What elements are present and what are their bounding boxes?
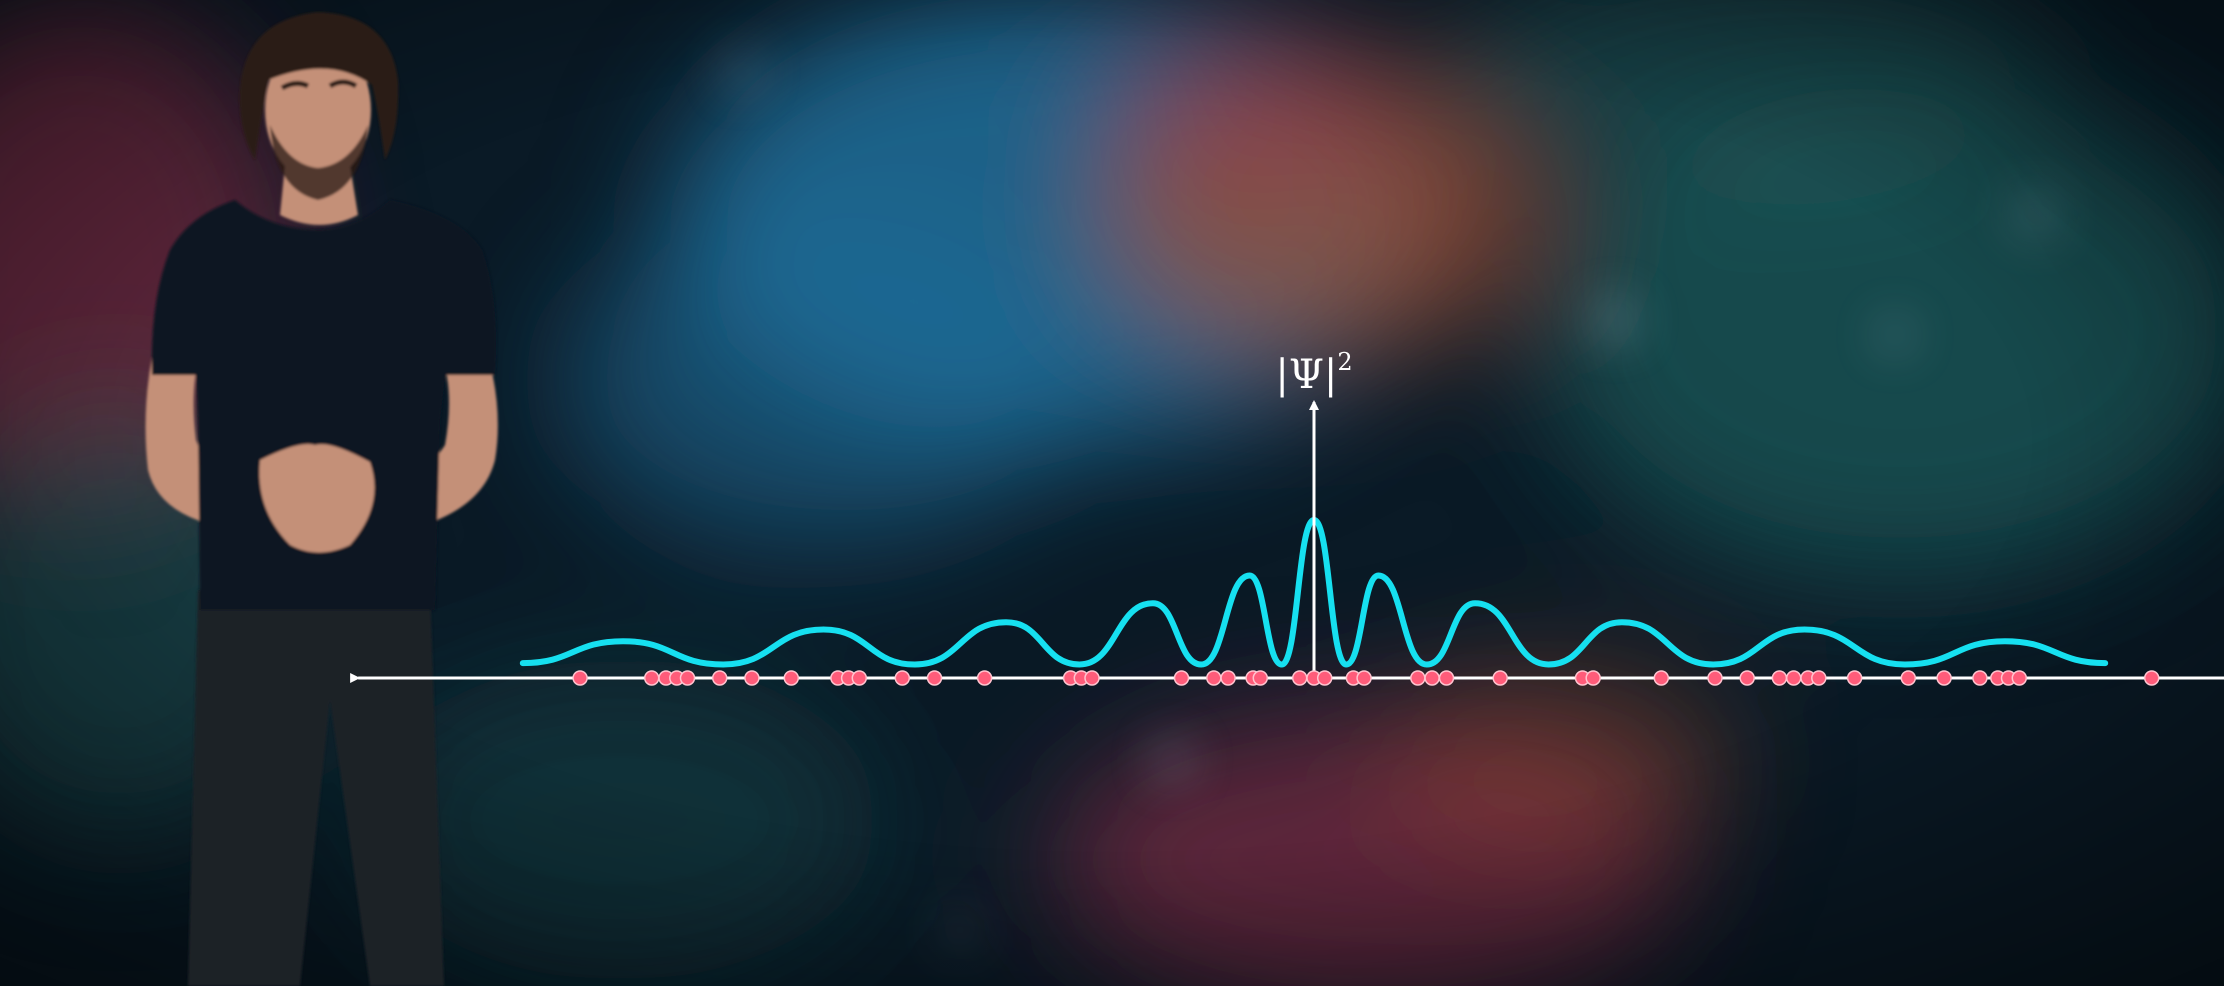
particle-hit xyxy=(1972,670,1988,686)
particle-hit xyxy=(1585,670,1601,686)
y-axis-label-base: |Ψ| xyxy=(1275,352,1337,398)
particle-hit xyxy=(926,670,943,686)
particle-hit xyxy=(1410,670,1426,686)
presenter-face xyxy=(265,38,371,182)
presenter-jeans xyxy=(188,590,444,986)
particle-hit xyxy=(1252,670,1269,686)
y-axis-label: |Ψ|2 xyxy=(1275,348,1352,398)
presenter xyxy=(145,12,498,986)
particle-hit xyxy=(1424,670,1440,686)
particle-hit xyxy=(572,670,588,686)
particle-hit xyxy=(744,670,760,686)
presenter-shirt xyxy=(151,200,497,610)
particle-hit xyxy=(783,670,800,686)
particle-hit xyxy=(1492,670,1508,686)
particle-hit xyxy=(1316,670,1333,686)
particle-hit xyxy=(679,670,696,686)
particle-hit xyxy=(2143,670,2160,686)
particle-hit xyxy=(1356,670,1372,686)
particle-hit xyxy=(1084,670,1100,686)
presenter-hands xyxy=(259,444,375,553)
y-axis-label-exponent: 2 xyxy=(1337,348,1352,376)
particle-hit xyxy=(1220,670,1236,686)
particle-hit xyxy=(1173,670,1190,686)
particle-hit xyxy=(1900,670,1917,686)
particle-hit xyxy=(851,670,868,686)
particle-hit xyxy=(1771,670,1788,686)
particle-hit xyxy=(1936,670,1952,686)
particle-hit xyxy=(976,670,993,686)
particle-hit xyxy=(1438,670,1455,686)
particle-hit xyxy=(1739,670,1755,686)
particle-hit xyxy=(1811,670,1827,686)
presenter-beard xyxy=(270,125,368,200)
presenter-left-arm xyxy=(145,330,270,530)
presenter-hair xyxy=(239,12,399,160)
particle-hit xyxy=(1291,670,1308,686)
particle-hits xyxy=(572,670,2160,686)
particle-hit xyxy=(1846,670,1863,686)
particle-hit xyxy=(894,670,911,686)
particle-hit xyxy=(1653,670,1670,686)
particle-hit xyxy=(643,670,660,686)
particle-hit xyxy=(1785,670,1802,686)
particle-hit xyxy=(711,670,728,686)
presenter-right-arm xyxy=(330,330,498,535)
particle-hit xyxy=(1707,670,1723,686)
particle-hit xyxy=(2011,670,2028,686)
particle-hit xyxy=(1206,670,1222,686)
